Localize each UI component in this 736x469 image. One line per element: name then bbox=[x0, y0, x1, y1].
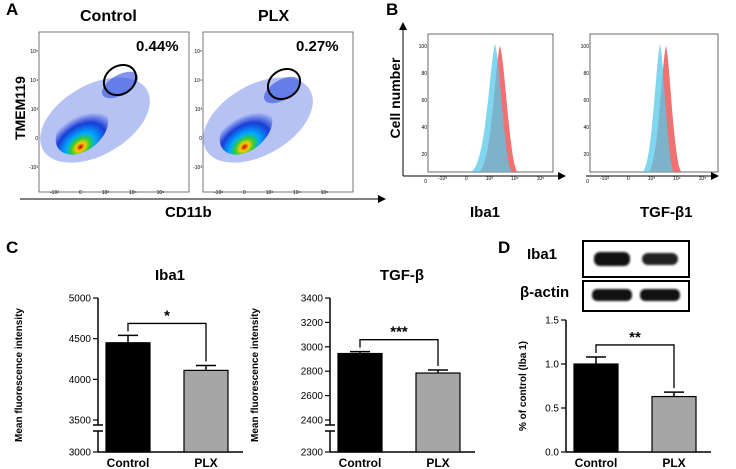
chart2-category-0: Control bbox=[339, 456, 382, 469]
chart3-ylabel: % of control (Iba 1) bbox=[518, 341, 529, 431]
chart1-bar-1 bbox=[183, 369, 229, 453]
chart1-ytick-label-0: 3000 bbox=[69, 448, 92, 459]
chart2-ytick-label-4: 3000 bbox=[301, 342, 324, 353]
chart1-ytick-label-4: 5000 bbox=[69, 294, 92, 305]
western-blot-actin bbox=[582, 280, 690, 312]
histogram-y-ticks-right: 100 80 60 40 20 0 bbox=[580, 44, 589, 185]
chart2-sig-bracket bbox=[359, 339, 439, 366]
panel-label-c: C bbox=[6, 238, 19, 257]
chart1-ylabel: Mean fluorescence intensity bbox=[14, 308, 25, 442]
chart2-ytick-label-5: 3200 bbox=[301, 318, 324, 329]
flow-right-title: PLX bbox=[258, 8, 290, 25]
flow-y-ticks: 10⁵ 10⁴ 10³ 0 -10³ bbox=[29, 49, 38, 171]
panel-label-d: D bbox=[498, 238, 511, 257]
flow-right-gate-pct: 0.27% bbox=[296, 38, 339, 55]
chart1-bar-0 bbox=[105, 342, 151, 453]
chart1-category-1: PLX bbox=[194, 456, 217, 469]
chart2-bar-1 bbox=[415, 372, 461, 453]
chart2-bar-0 bbox=[337, 352, 383, 453]
chart1-ytick-label-1: 3500 bbox=[69, 416, 92, 427]
flow-plot-plx bbox=[202, 31, 354, 193]
chart3-bar-1 bbox=[651, 395, 697, 453]
chart3-ytick-label-2: 1.0 bbox=[545, 360, 559, 371]
histogram-iba1 bbox=[399, 22, 566, 180]
chart3-sig-label: ** bbox=[629, 329, 641, 346]
flow-x-ticks-left: -10³ 0 10³ 10⁴ 10⁵ bbox=[50, 190, 165, 196]
chart1-sig-label: * bbox=[164, 307, 170, 324]
chart2-title: TGF-β bbox=[380, 267, 424, 284]
chart2-sig-label: *** bbox=[390, 324, 408, 341]
histogram-x-ticks-left: -10³ 0 10³ 10⁴ 10⁵ bbox=[438, 176, 545, 182]
flow-x-ticks-right: -10³ 0 10³ 10⁴ 10⁵ bbox=[214, 190, 329, 196]
flow-y-ticks-right: 10⁵ 10⁴ 10³ 0 -10³ bbox=[193, 49, 202, 171]
flow-left-gate-pct: 0.44% bbox=[136, 38, 179, 55]
histogram-y-ticks-left: 100 80 60 40 20 0 bbox=[418, 44, 427, 185]
chart3-ytick-label-0: 0.0 bbox=[545, 448, 559, 459]
chart1-sig-bracket bbox=[127, 322, 207, 362]
chart2-ytick-label-3: 2800 bbox=[301, 367, 324, 378]
chart1-category-0: Control bbox=[107, 456, 150, 469]
chart3-ytick-label-1: 0.5 bbox=[545, 404, 559, 415]
chart3-bar-0 bbox=[573, 363, 619, 453]
flow-x-axis-label: CD11b bbox=[165, 204, 212, 221]
chart2-ytick-label-0: 2300 bbox=[301, 448, 324, 459]
chart1-title: Iba1 bbox=[155, 267, 185, 284]
panel-label-b: B bbox=[386, 0, 399, 19]
histogram-x-ticks-right: -10³ 0 10³ 10⁴ 10⁵ bbox=[600, 176, 707, 182]
chart2-ylabel: Mean fluorescence intensity bbox=[250, 308, 261, 442]
chart3-category-0: Control bbox=[575, 456, 618, 469]
panel-label-a: A bbox=[6, 0, 19, 19]
chart2-ytick-label-6: 3400 bbox=[301, 294, 324, 305]
blot-label-iba1: Iba1 bbox=[527, 246, 558, 263]
chart3-ytick-label-3: 1.5 bbox=[545, 316, 559, 327]
chart2-category-1: PLX bbox=[426, 456, 449, 469]
chart3-sig-bracket bbox=[595, 344, 675, 389]
chart2-ytick-label-2: 2600 bbox=[301, 391, 324, 402]
histogram-left-x-label: Iba1 bbox=[470, 204, 501, 221]
flow-left-title: Control bbox=[80, 8, 137, 25]
histogram-right-x-label: TGF-β1 bbox=[640, 204, 693, 221]
chart1-ytick-label-3: 4500 bbox=[69, 334, 92, 345]
histogram-tgfb1 bbox=[586, 33, 719, 180]
western-blot-iba1 bbox=[582, 240, 690, 278]
chart3-category-1: PLX bbox=[662, 456, 685, 469]
flow-plot-control bbox=[38, 31, 190, 193]
chart1-ytick-label-2: 4000 bbox=[69, 375, 92, 386]
blot-label-actin: β-actin bbox=[520, 284, 570, 301]
chart2-ytick-label-1: 2400 bbox=[301, 416, 324, 427]
